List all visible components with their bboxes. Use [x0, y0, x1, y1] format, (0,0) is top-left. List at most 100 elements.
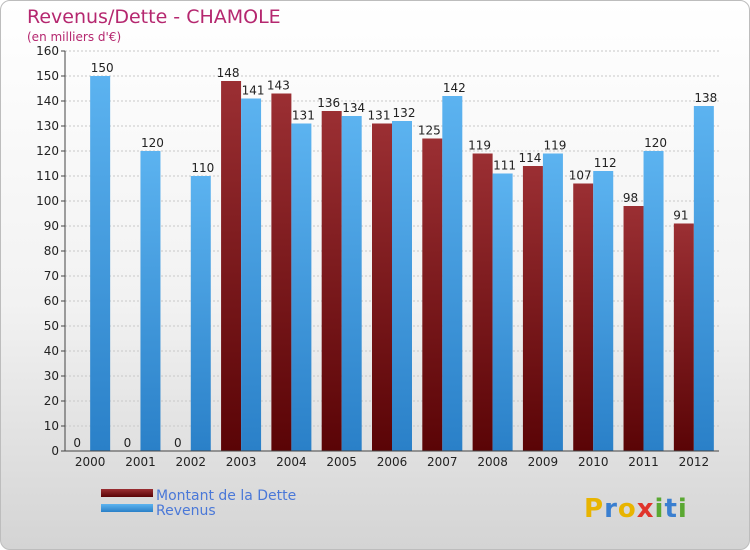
bar-dette	[623, 206, 644, 451]
x-tick-label: 2006	[377, 455, 408, 469]
x-tick-label: 2000	[75, 455, 106, 469]
bar-revenus	[593, 171, 614, 451]
value-label-dette: 0	[73, 436, 81, 450]
bar-dette	[221, 81, 242, 451]
bar-revenus	[241, 98, 262, 451]
value-label-dette: 107	[569, 169, 592, 183]
value-label-dette: 91	[673, 209, 688, 223]
y-tick-label: 50	[44, 319, 59, 333]
bar-revenus	[542, 153, 563, 451]
x-tick-label: 2010	[578, 455, 609, 469]
x-tick-label: 2007	[427, 455, 458, 469]
bar-revenus	[693, 106, 714, 451]
bar-revenus	[643, 151, 664, 451]
logo-text: Proxiti	[584, 494, 688, 524]
value-label-revenus: 111	[493, 159, 516, 173]
x-tick-label: 2003	[226, 455, 257, 469]
value-label-revenus: 134	[342, 101, 365, 115]
y-tick-label: 90	[44, 219, 59, 233]
bar-dette	[472, 153, 493, 451]
value-label-dette: 98	[623, 191, 638, 205]
bar-dette	[271, 93, 292, 451]
x-tick-label: 2004	[276, 455, 307, 469]
bar-dette	[522, 166, 543, 451]
y-tick-label: 0	[51, 444, 59, 458]
bar-dette	[673, 223, 694, 451]
logo-letter: i	[655, 494, 665, 524]
x-tick-label: 2011	[628, 455, 659, 469]
value-label-revenus: 141	[242, 84, 265, 98]
x-tick-label: 2001	[125, 455, 156, 469]
y-tick-label: 10	[44, 419, 59, 433]
bar-revenus	[291, 123, 312, 451]
y-tick-label: 40	[44, 344, 59, 358]
x-tick-label: 2008	[477, 455, 508, 469]
value-label-revenus: 112	[594, 156, 617, 170]
bar-dette	[321, 111, 342, 451]
value-label-revenus: 131	[292, 109, 315, 123]
bar-revenus	[492, 173, 513, 451]
value-label-revenus: 120	[644, 136, 667, 150]
x-tick-label: 2012	[679, 455, 710, 469]
chart-title: Revenus/Dette - CHAMOLE	[27, 6, 281, 28]
logo-letter: t	[664, 494, 677, 524]
logo-letter: P	[584, 494, 604, 524]
value-label-dette: 131	[368, 109, 391, 123]
y-tick-label: 20	[44, 394, 59, 408]
y-tick-label: 110	[36, 169, 59, 183]
value-label-dette: 119	[468, 139, 491, 153]
bar-dette	[422, 138, 443, 451]
value-label-dette: 136	[317, 96, 340, 110]
bar-dette	[372, 123, 392, 451]
legend-swatch-revenus	[101, 504, 153, 512]
chart-subtitle: (en milliers d'€)	[27, 30, 121, 44]
bar-revenus	[392, 121, 412, 451]
y-tick-label: 150	[36, 69, 59, 83]
value-label-dette: 0	[174, 436, 182, 450]
x-tick-label: 2005	[326, 455, 357, 469]
y-tick-label: 30	[44, 369, 59, 383]
y-tick-label: 140	[36, 94, 59, 108]
logo-letter: r	[604, 494, 618, 524]
x-tick-label: 2002	[175, 455, 206, 469]
bars-layer	[90, 76, 714, 451]
bar-revenus	[190, 176, 211, 451]
y-tick-label: 80	[44, 244, 59, 258]
x-tick-label: 2009	[528, 455, 559, 469]
value-label-dette: 0	[124, 436, 132, 450]
y-tick-label: 130	[36, 119, 59, 133]
logo-letter: i	[678, 494, 688, 524]
value-label-dette: 125	[418, 124, 441, 138]
value-label-revenus: 110	[191, 161, 214, 175]
y-tick-label: 60	[44, 294, 59, 308]
y-tick-label: 160	[36, 44, 59, 58]
legend: Montant de la Dette Revenus	[101, 488, 296, 519]
value-label-dette: 148	[217, 66, 240, 80]
bar-revenus	[341, 116, 362, 451]
value-label-revenus: 119	[543, 139, 566, 153]
proxiti-logo: Proxiti	[584, 494, 688, 524]
legend-label-revenus: Revenus	[156, 503, 216, 519]
value-label-revenus: 120	[141, 136, 164, 150]
bar-revenus	[442, 96, 463, 451]
value-label-dette: 114	[518, 151, 541, 165]
value-label-revenus: 142	[443, 81, 466, 95]
y-tick-label: 70	[44, 269, 59, 283]
logo-letter: o	[618, 494, 637, 524]
logo-letter: x	[637, 494, 655, 524]
value-label-revenus: 132	[393, 106, 416, 120]
value-label-revenus: 138	[694, 91, 717, 105]
value-label-dette: 143	[267, 79, 290, 93]
y-tick-label: 120	[36, 144, 59, 158]
bar-revenus	[90, 76, 111, 451]
y-tick-label: 100	[36, 194, 59, 208]
axis-layer: 0 10 20 30 40 50 60 70 80 90 100 110 120 130 140 150 160…	[36, 44, 719, 469]
legend-label-debt: Montant de la Dette	[156, 488, 296, 504]
bar-revenus	[140, 151, 161, 451]
value-label-revenus: 150	[91, 61, 114, 75]
bar-dette	[573, 183, 594, 451]
legend-swatch-debt	[101, 489, 153, 497]
